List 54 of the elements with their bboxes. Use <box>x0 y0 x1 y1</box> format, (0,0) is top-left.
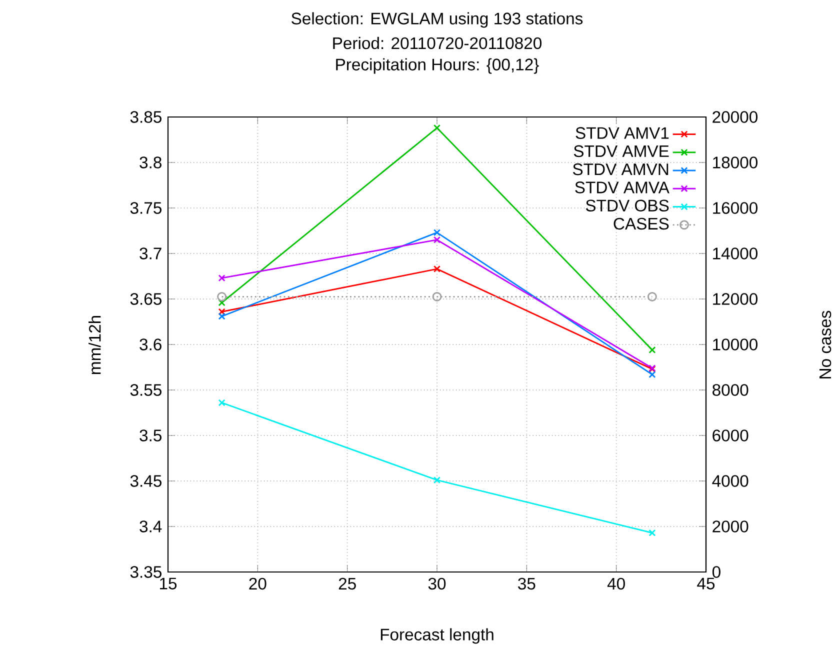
y2-tick-label: 8000 <box>712 384 748 396</box>
x-tick-label: 40 <box>607 578 625 590</box>
y-tick-label: 3.35 <box>130 566 162 578</box>
y-tick-label: 3.8 <box>140 156 162 168</box>
y-tick-label: 3.4 <box>140 520 162 532</box>
x-tick-label: 20 <box>249 578 266 590</box>
point <box>433 265 441 273</box>
y2-tick-label: 2000 <box>712 520 748 532</box>
point <box>648 529 656 536</box>
y-tick-label: 3.55 <box>130 384 162 396</box>
y2-tick-label: 14000 <box>713 248 758 260</box>
y-tick-label: 3.5 <box>140 430 162 442</box>
x-axis-title: Forecast length <box>380 628 494 644</box>
y2-tick-label: 0 <box>712 566 720 578</box>
legend-label: STDV AMVE <box>574 145 669 158</box>
x-tick-label: 15 <box>160 578 177 590</box>
point <box>218 399 226 406</box>
point <box>648 370 656 378</box>
point <box>433 476 441 484</box>
y-tick-label: 3.45 <box>130 475 162 487</box>
y-tick-label: 3.75 <box>130 202 162 214</box>
chart-subtitle: Period: 20110720-20110820 <box>333 36 542 50</box>
point <box>433 236 441 244</box>
y2-tick-label: 6000 <box>712 430 748 442</box>
y-tick-label: 3.6 <box>140 338 162 350</box>
point <box>648 346 656 354</box>
y2-tick-label: 16000 <box>713 202 758 214</box>
y2-tick-label: 10000 <box>713 338 758 350</box>
y-tick-label: 3.85 <box>130 111 162 123</box>
y2-tick-label: 18000 <box>713 156 758 168</box>
y2-tick-label: 4000 <box>712 475 748 487</box>
y-axis-title: mm/12h <box>88 316 101 374</box>
x-tick-label: 45 <box>697 578 715 590</box>
legend-label: STDV AMVA <box>575 182 670 194</box>
x-tick-label: 30 <box>428 578 446 590</box>
point <box>218 308 226 316</box>
x-tick-label: 35 <box>518 578 536 590</box>
text: Precipitation Hours: {00,12} <box>336 58 539 74</box>
point <box>433 124 441 132</box>
point <box>218 299 226 306</box>
y-tick-label: 3.7 <box>140 248 162 260</box>
legend-label: STDV OBS <box>586 200 669 212</box>
y2-tick-label: 20000 <box>712 111 758 123</box>
legend-label: STDV AMV1 <box>576 127 669 139</box>
point <box>433 229 441 236</box>
legend-label: STDV AMVN <box>572 163 668 176</box>
point <box>218 312 226 320</box>
y2-axis-title: No cases <box>820 310 832 378</box>
y-tick-label: 3.65 <box>130 293 162 305</box>
point <box>218 274 226 282</box>
y2-tick-label: 12000 <box>713 293 758 305</box>
legend-label: CASES <box>614 218 669 230</box>
chart-title: Selection: EWGLAM using 193 stations <box>292 12 583 28</box>
x-tick-label: 25 <box>338 578 356 590</box>
